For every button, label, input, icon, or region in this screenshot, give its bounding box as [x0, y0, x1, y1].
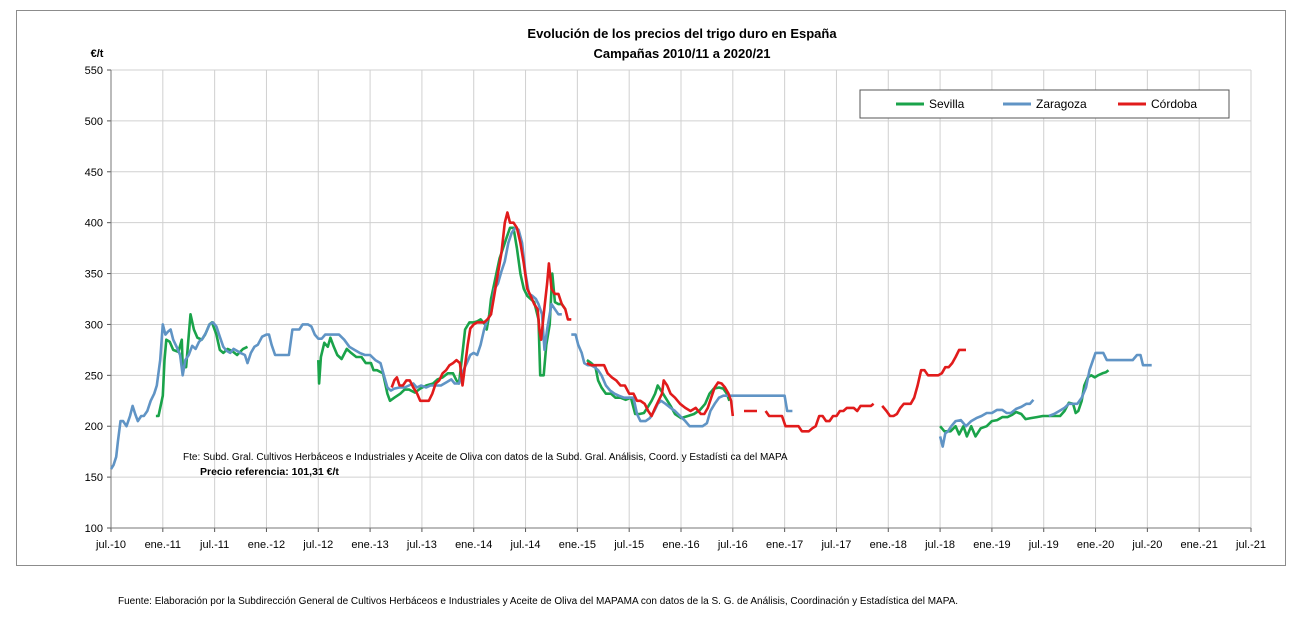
x-tick-label: jul.-12 [302, 539, 333, 551]
x-tick-label: ene.-11 [145, 539, 182, 551]
y-tick-label: 400 [85, 218, 103, 230]
x-tick-label: ene.-16 [662, 539, 699, 551]
x-tick-label: jul.-13 [406, 539, 437, 551]
x-tick-label: jul.-16 [717, 539, 748, 551]
x-tick-label: ene.-20 [1077, 539, 1114, 551]
x-tick-label: jul.-21 [1235, 539, 1266, 551]
x-tick-label: jul.-19 [1028, 539, 1059, 551]
x-tick-label: ene.-13 [351, 539, 388, 551]
x-tick-label: jul.-11 [199, 539, 229, 551]
x-tick-label: ene.-18 [870, 539, 907, 551]
y-tick-label: 450 [85, 167, 103, 179]
y-tick-label: 250 [85, 370, 103, 382]
series-lines [109, 211, 1152, 470]
y-axis-label: €/t [91, 48, 104, 60]
legend: Sevilla Zaragoza Córdoba [859, 89, 1230, 119]
legend-label-cordoba: Córdoba [1151, 97, 1197, 111]
y-tick-label: 300 [85, 319, 103, 331]
x-tick-label: ene.-12 [248, 539, 285, 551]
vertical-gridlines [162, 70, 1252, 528]
y-tick-label: 150 [85, 472, 103, 484]
y-tick-label: 350 [85, 269, 103, 281]
horizontal-gridlines [111, 69, 1251, 478]
y-tick-label: 500 [85, 116, 103, 128]
y-tick-labels: 100 150 200 250 300 350 400 450 500 550 [85, 65, 103, 535]
x-tick-label: jul.-15 [613, 539, 644, 551]
y-tick-label: 100 [85, 523, 103, 535]
footer-source: Fuente: Elaboración por la Subdirección … [118, 596, 959, 607]
chart-subtitle: Campañas 2010/11 a 2020/21 [593, 46, 770, 61]
x-tick-labels: jul.-10 ene.-11 jul.-11 ene.-12 jul.-12 ene.-… [95, 539, 1266, 551]
chart-title: Evolución de los precios del trigo duro … [527, 26, 837, 41]
x-tick-label: jul.-18 [924, 539, 955, 551]
x-tick-label: jul.-14 [510, 539, 541, 551]
x-tick-label: ene.-15 [559, 539, 596, 551]
source-note: Fte: Subd. Gral. Cultivos Herbáceos e In… [183, 452, 788, 463]
series-line-cordoba [390, 211, 966, 433]
y-tick-label: 550 [85, 65, 103, 77]
y-tick-label: 200 [85, 421, 103, 433]
reference-price-note: Precio referencia: 101,31 €/t [200, 466, 339, 478]
x-tick-label: jul.-17 [820, 539, 851, 551]
x-tick-label: ene.-17 [766, 539, 803, 551]
series-line-sevilla [155, 226, 1110, 438]
x-tick-label: jul.-10 [95, 539, 126, 551]
x-tick-label: jul.-20 [1131, 539, 1162, 551]
x-tick-label: ene.-21 [1181, 539, 1218, 551]
x-tick-label: ene.-14 [455, 539, 492, 551]
legend-label-zaragoza: Zaragoza [1036, 97, 1087, 111]
legend-label-sevilla: Sevilla [929, 97, 965, 111]
series-line-zaragoza [109, 226, 1152, 470]
chart-axes [107, 69, 1252, 532]
x-tick-label: ene.-19 [973, 539, 1010, 551]
